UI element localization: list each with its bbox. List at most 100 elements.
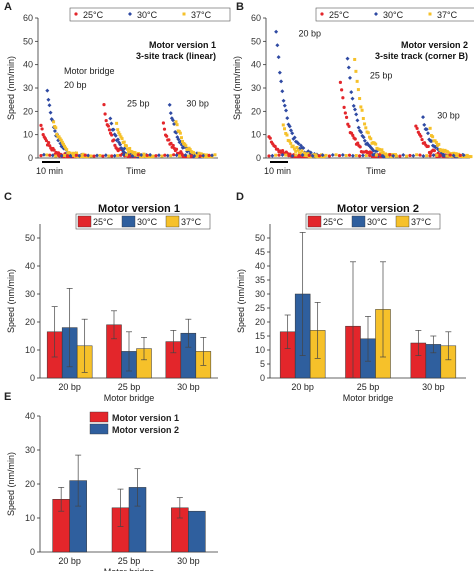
data-point — [109, 121, 114, 126]
x-tick-label: 20 bp — [58, 382, 81, 392]
legend-label: 37°C — [411, 217, 432, 227]
data-point — [188, 148, 192, 152]
data-point — [386, 155, 390, 159]
data-point — [122, 146, 127, 151]
data-point — [455, 154, 459, 158]
data-point — [165, 134, 169, 138]
data-point — [465, 153, 469, 157]
data-point — [136, 153, 140, 157]
annotation: 25 bp — [370, 71, 393, 81]
data-point — [310, 153, 315, 158]
data-point — [108, 116, 113, 121]
data-point — [346, 65, 351, 70]
data-point — [115, 137, 120, 142]
y-tick-label: 30 — [251, 83, 261, 93]
data-point — [434, 140, 438, 144]
data-point — [441, 153, 446, 158]
legend-swatch — [89, 411, 109, 423]
x-tick-label: 30 bp — [177, 382, 200, 392]
data-point — [421, 115, 426, 120]
data-point — [284, 131, 288, 135]
y-axis-label: Speed (nm/min) — [6, 56, 16, 120]
panel-label: A — [4, 1, 12, 13]
data-point — [52, 129, 57, 134]
data-point — [92, 154, 96, 158]
data-point — [61, 142, 65, 146]
data-point — [358, 154, 362, 158]
data-point — [117, 131, 121, 135]
legend-label: 37°C — [181, 217, 202, 227]
data-point — [65, 154, 70, 158]
panel-D: 0 5 10 15 20 25 30 35 40 45 50 Speed (nm/min) D 20 bp… — [236, 191, 466, 403]
data-point — [450, 154, 454, 158]
data-point — [344, 154, 348, 158]
data-point — [148, 152, 153, 157]
y-axis-label: Speed (nm/min) — [6, 269, 16, 333]
data-point — [294, 149, 298, 153]
data-point — [451, 153, 456, 158]
data-point — [121, 152, 126, 157]
y-tick-label: 60 — [251, 13, 261, 23]
data-point — [182, 12, 186, 16]
data-point — [420, 137, 424, 142]
data-point — [354, 112, 359, 117]
data-point — [112, 153, 117, 158]
data-point — [118, 133, 122, 137]
data-point — [57, 135, 61, 139]
data-point — [163, 153, 167, 157]
data-point — [300, 153, 305, 158]
data-point — [428, 154, 432, 158]
data-point — [64, 146, 68, 150]
x-tick-label: 30 bp — [422, 382, 445, 392]
data-point — [45, 153, 49, 157]
data-point — [314, 153, 318, 157]
data-point — [290, 131, 295, 136]
data-point — [388, 153, 392, 157]
panel-E: 0 10 20 30 40 Speed (nm/min) E 20 bp 25 bp 30 bp M… — [4, 391, 218, 571]
y-tick-label: 20 — [23, 106, 33, 116]
legend-swatch — [351, 215, 366, 228]
data-point — [362, 138, 367, 143]
y-tick-label: 10 — [255, 345, 265, 355]
data-point — [160, 154, 164, 158]
x-axis-label: Time — [126, 166, 146, 176]
data-point — [74, 12, 78, 16]
y-tick-label: 10 — [25, 345, 35, 355]
y-tick-label: 60 — [23, 13, 33, 23]
data-point — [356, 125, 361, 130]
y-tick-label: 40 — [251, 60, 261, 70]
data-point — [183, 153, 188, 158]
data-point — [411, 153, 416, 158]
data-point — [428, 12, 432, 16]
data-point — [422, 141, 427, 145]
data-point — [279, 79, 284, 84]
data-point — [168, 111, 173, 116]
y-tick-label: 0 — [30, 373, 35, 383]
data-point — [151, 154, 155, 158]
data-point — [415, 153, 419, 157]
data-point — [341, 96, 345, 100]
data-point — [74, 153, 78, 157]
data-point — [447, 151, 451, 155]
data-point — [277, 70, 282, 75]
legend-swatch — [307, 215, 322, 228]
data-point — [282, 103, 287, 108]
data-point — [267, 154, 271, 158]
data-point — [343, 111, 347, 115]
data-point — [178, 154, 182, 158]
data-point — [174, 147, 179, 151]
data-point — [287, 124, 292, 129]
data-point — [171, 143, 175, 148]
data-point — [425, 154, 429, 158]
data-point — [300, 149, 304, 153]
data-point — [454, 152, 458, 156]
data-point — [75, 151, 79, 155]
data-point — [124, 144, 128, 148]
data-point — [358, 145, 362, 149]
y-tick-label: 50 — [25, 233, 35, 243]
data-point — [424, 127, 429, 132]
data-point — [356, 88, 360, 92]
data-point — [359, 105, 363, 109]
data-point — [52, 120, 56, 124]
data-point — [317, 154, 321, 158]
